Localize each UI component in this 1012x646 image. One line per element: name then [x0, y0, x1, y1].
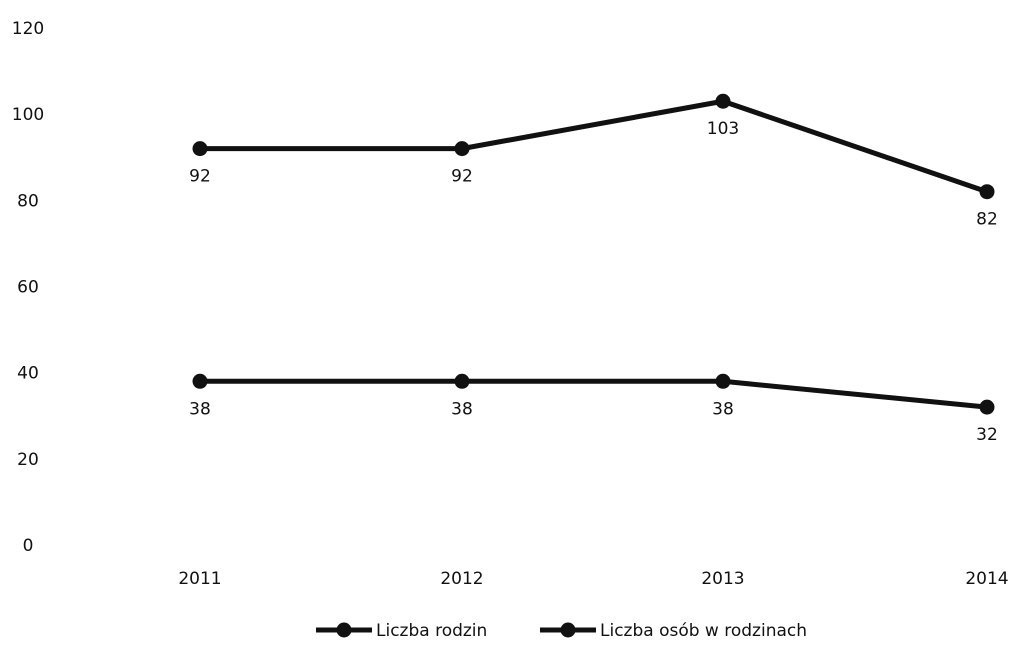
legend-swatch-marker: [560, 622, 576, 638]
series-2: 92 92 103 82: [189, 93, 998, 230]
series-1: 38 38 38 32: [189, 373, 998, 445]
x-tick-label: 2014: [965, 569, 1008, 589]
x-axis: 2011 2012 2013 2014: [178, 569, 1008, 589]
data-point: [454, 373, 470, 389]
y-tick-label: 0: [23, 536, 34, 556]
data-point: [454, 141, 470, 157]
data-point: [192, 373, 208, 389]
x-tick-label: 2011: [178, 569, 221, 589]
data-label: 92: [189, 167, 211, 187]
data-point: [979, 399, 995, 415]
data-label: 92: [451, 167, 473, 187]
data-label: 32: [976, 425, 998, 445]
y-tick-label: 100: [12, 105, 44, 125]
legend-item: Liczba rodzin: [316, 621, 487, 641]
x-tick-label: 2013: [701, 569, 744, 589]
data-point: [192, 141, 208, 157]
legend-swatch-marker: [336, 622, 352, 638]
data-label: 103: [707, 119, 739, 139]
y-tick-label: 40: [17, 364, 39, 384]
series-line: [197, 378, 990, 410]
y-axis: 0 20 40 60 80 100 120: [12, 19, 44, 556]
y-tick-label: 20: [17, 450, 39, 470]
data-point: [979, 184, 995, 200]
series-line: [197, 98, 990, 195]
x-tick-label: 2012: [440, 569, 483, 589]
data-label: 38: [712, 399, 734, 419]
data-label: 38: [189, 399, 211, 419]
series-layer: 38 38 38 32 92 92 103 82: [189, 93, 998, 445]
y-tick-label: 60: [17, 278, 39, 298]
data-point: [715, 373, 731, 389]
legend-label: Liczba osób w rodzinach: [600, 621, 807, 641]
data-label: 38: [451, 399, 473, 419]
data-point: [715, 93, 731, 109]
legend-item: Liczba osób w rodzinach: [540, 621, 807, 641]
y-tick-label: 120: [12, 19, 44, 39]
legend: Liczba rodzin Liczba osób w rodzinach: [316, 621, 807, 641]
y-tick-label: 80: [17, 191, 39, 211]
legend-label: Liczba rodzin: [376, 621, 487, 641]
data-label: 82: [976, 210, 998, 230]
